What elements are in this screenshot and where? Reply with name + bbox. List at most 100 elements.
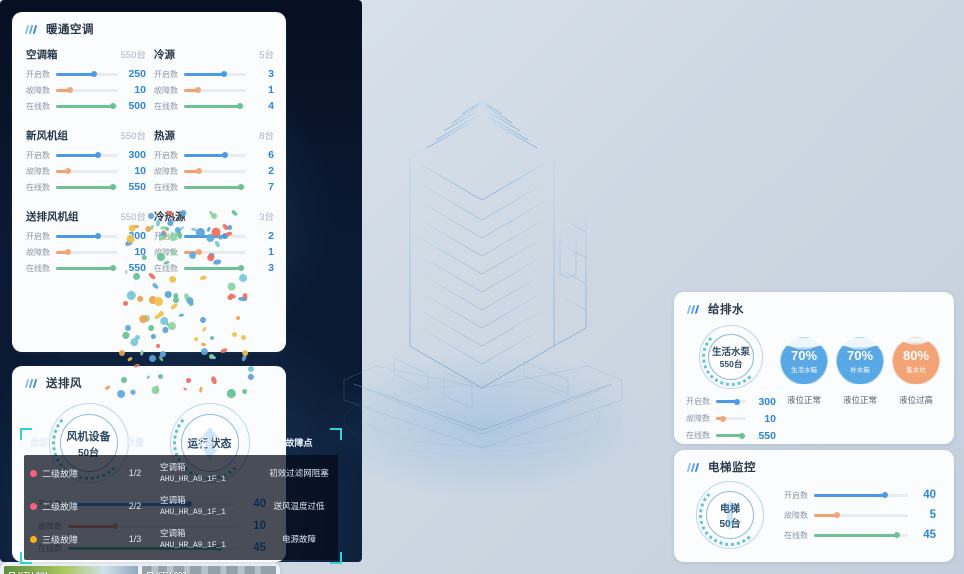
- panel-elevator-title-text: 电梯监控: [708, 462, 756, 474]
- slider-knob[interactable]: [65, 249, 72, 255]
- slider-row[interactable]: 在线数 500: [26, 98, 146, 114]
- water-tanks: 70% 生活水箱 液位正常 70% 补水箱 液位正常 80% 集水坑 液位过高: [776, 323, 944, 444]
- slider-knob[interactable]: [91, 71, 98, 77]
- slider-row[interactable]: 开启数 40: [784, 485, 936, 505]
- sensor-dot: [198, 386, 203, 393]
- slider-value: 10: [134, 246, 146, 258]
- slider-track[interactable]: [184, 184, 246, 190]
- slider-knob[interactable]: [95, 152, 102, 158]
- building-3d-stage[interactable]: 类型 数量 设备 故障点 二级故障 1/2 空调箱 AHU_HR_A9_1F_1 初效…: [0, 0, 647, 564]
- sensor-dot: [227, 294, 233, 301]
- slider-track[interactable]: [56, 249, 118, 255]
- alarm-row[interactable]: 二级故障 2/2 空调箱 AHU_HR_A9_1F_1 送风温度过低: [24, 490, 338, 523]
- sensor-dot: [165, 291, 173, 299]
- tank-gauge[interactable]: 70% 生活水箱 液位正常: [776, 337, 832, 408]
- slider-row[interactable]: 在线数 7: [154, 179, 274, 195]
- slider-row[interactable]: 在线数 4: [154, 98, 274, 114]
- tank-name: 生活水箱: [791, 366, 817, 374]
- alarm-device-code: AHU_HR_A9_1F_1: [160, 540, 226, 550]
- slider-track[interactable]: [814, 492, 908, 498]
- slider-track[interactable]: [56, 71, 118, 77]
- sensor-dot: [230, 208, 239, 217]
- slider-row[interactable]: 故障数 1: [154, 82, 274, 98]
- slider-row[interactable]: 在线数 550: [26, 179, 146, 195]
- slider-row[interactable]: 故障数 10: [26, 82, 146, 98]
- alarm-col-header: 故障点: [285, 437, 313, 448]
- slider-knob[interactable]: [110, 265, 117, 271]
- slider-row[interactable]: 开启数 300: [26, 147, 146, 163]
- slider-track[interactable]: [56, 168, 118, 174]
- slider-row[interactable]: 故障数 10: [26, 163, 146, 179]
- slider-track[interactable]: [716, 398, 746, 405]
- video-feed[interactable]: KTU-002 地下室机房 15:20:30: [142, 566, 276, 574]
- slider-value: 40: [923, 489, 936, 501]
- slider-track[interactable]: [716, 432, 746, 439]
- dial-inner-ring: 生活水泵 550台: [708, 334, 754, 380]
- slider-track[interactable]: [56, 265, 118, 271]
- slider-row[interactable]: 开启数 300: [686, 393, 776, 410]
- slider-track[interactable]: [184, 103, 246, 109]
- slider-knob[interactable]: [110, 184, 117, 190]
- video-camera-id-text: KTU-001: [18, 570, 48, 574]
- slider-knob[interactable]: [195, 249, 202, 255]
- alarm-row[interactable]: 二级故障 1/2 空调箱 AHU_HR_A9_1F_1 初效过滤网阻塞: [24, 457, 338, 490]
- slider-row[interactable]: 开启数 6: [154, 147, 274, 163]
- slider-knob[interactable]: [110, 103, 117, 109]
- slider-track[interactable]: [56, 233, 118, 239]
- alarm-fault-point: 送风温度过低: [273, 501, 325, 512]
- slider-fill: [56, 169, 69, 173]
- slider-row[interactable]: 在线数 3: [154, 260, 274, 276]
- slider-knob[interactable]: [66, 87, 73, 93]
- tank-gauge[interactable]: 70% 补水箱 液位正常: [832, 337, 888, 408]
- slider-row[interactable]: 故障数 10: [26, 244, 146, 260]
- slider-track[interactable]: [56, 103, 118, 109]
- slider-knob[interactable]: [238, 265, 245, 271]
- slider-knob[interactable]: [734, 398, 740, 405]
- slider-track[interactable]: [814, 512, 908, 518]
- slider-track[interactable]: [56, 87, 118, 93]
- sensor-dot: [212, 259, 222, 266]
- slider-knob[interactable]: [221, 152, 228, 158]
- dial-outer-ring: [696, 481, 764, 549]
- slider-knob[interactable]: [833, 512, 840, 518]
- slider-knob[interactable]: [236, 103, 243, 109]
- slider-row[interactable]: 在线数 550: [686, 427, 776, 444]
- video-feed[interactable]: KTU-001 屋顶机房 15:20:30: [4, 566, 138, 574]
- slider-row[interactable]: 故障数 10: [686, 410, 776, 427]
- slider-track[interactable]: [56, 184, 118, 190]
- alarm-table[interactable]: 类型 数量 设备 故障点 二级故障 1/2 空调箱 AHU_HR_A9_1F_1 初效…: [20, 427, 342, 564]
- slider-knob[interactable]: [238, 184, 245, 190]
- slider-track[interactable]: [184, 265, 246, 271]
- slider-track[interactable]: [184, 87, 246, 93]
- slider-knob[interactable]: [220, 71, 227, 77]
- slider-row[interactable]: 开启数 3: [154, 66, 274, 82]
- slider-knob[interactable]: [882, 492, 889, 498]
- slider-track[interactable]: [56, 152, 118, 158]
- slider-track[interactable]: [184, 152, 246, 158]
- tank-gauge[interactable]: 80% 集水坑 液位过高: [888, 337, 944, 408]
- slider-track[interactable]: [814, 532, 908, 538]
- slider-value: 2: [268, 165, 274, 177]
- sensor-dot: [209, 211, 219, 221]
- slider-row[interactable]: 开启数 250: [26, 66, 146, 82]
- slider-knob[interactable]: [95, 233, 102, 239]
- slider-knob[interactable]: [194, 87, 201, 93]
- slider-knob[interactable]: [221, 233, 228, 239]
- slider-knob[interactable]: [893, 532, 900, 538]
- slider-track[interactable]: [184, 168, 246, 174]
- sensor-dot: [220, 347, 229, 354]
- slider-track[interactable]: [716, 415, 746, 422]
- slider-row[interactable]: 在线数 550: [26, 260, 146, 276]
- slider-knob[interactable]: [719, 415, 726, 422]
- slider-knob[interactable]: [65, 168, 72, 174]
- slider-row[interactable]: 故障数 2: [154, 163, 274, 179]
- slider-track[interactable]: [184, 71, 246, 77]
- alarm-row[interactable]: 三级故障 1/3 空调箱 AHU_HR_A9_1F_1 电源故障: [24, 523, 338, 556]
- slider-knob[interactable]: [195, 168, 202, 174]
- slider-knob[interactable]: [739, 432, 746, 439]
- slider-row[interactable]: 故障数 5: [784, 505, 936, 525]
- dial-outer-ring: [699, 325, 763, 389]
- equipment-block: 新风机组 550台 开启数 300 故障数 10 在线数 550: [26, 128, 146, 195]
- slider-row[interactable]: 在线数 45: [784, 525, 936, 545]
